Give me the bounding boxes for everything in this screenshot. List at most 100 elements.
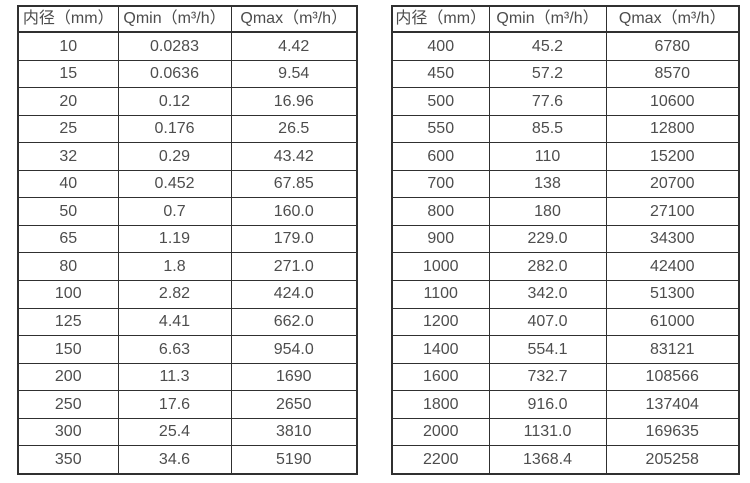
table-cell: 800	[391, 197, 490, 226]
table-cell: 61000	[605, 307, 740, 337]
table-cell: 300	[17, 417, 119, 447]
table-cell: 10	[17, 31, 119, 61]
table-cell: 732.7	[488, 362, 607, 392]
table-row: 1000 282.0 42400	[391, 252, 740, 282]
column-header: Qmin（m³/h）	[117, 5, 232, 33]
table-cell: 0.176	[117, 114, 232, 144]
table-cell: 108566	[605, 362, 740, 392]
table-cell: 25.4	[117, 417, 232, 447]
table-row: 15 0.0636 9.54	[17, 59, 358, 89]
table-cell: 0.0283	[117, 31, 232, 61]
table-cell: 110	[488, 142, 607, 171]
table-cell: 662.0	[230, 307, 358, 337]
table-cell: 65	[17, 224, 119, 254]
table-cell: 3810	[230, 417, 358, 447]
table-cell: 80	[17, 252, 119, 282]
table-cell: 160.0	[230, 197, 358, 226]
column-header: 内径（mm）	[391, 5, 490, 33]
table-cell: 34300	[605, 224, 740, 254]
flow-spec-table-small-diameters: 内径（mm） Qmin（m³/h） Qmax（m³/h） 10 0.0283 4.42 1…	[17, 5, 358, 475]
table-cell: 342.0	[488, 280, 607, 309]
table-cell: 229.0	[488, 224, 607, 254]
table-cell: 0.12	[117, 87, 232, 116]
table-cell: 20	[17, 87, 119, 116]
table-cell: 1.19	[117, 224, 232, 254]
table-row: 1600 732.7 108566	[391, 362, 740, 392]
table-header-row: 内径（mm） Qmin（m³/h） Qmax（m³/h）	[391, 5, 740, 33]
table-cell: 0.29	[117, 142, 232, 171]
table-cell: 25	[17, 114, 119, 144]
table-row: 100 2.82 424.0	[17, 280, 358, 309]
table-row: 2000 1131.0 169635	[391, 417, 740, 447]
table-cell: 16.96	[230, 87, 358, 116]
table-cell: 250	[17, 390, 119, 419]
table-row: 900 229.0 34300	[391, 224, 740, 254]
table-cell: 15200	[605, 142, 740, 171]
column-header: 内径（mm）	[17, 5, 119, 33]
table-row: 1100 342.0 51300	[391, 280, 740, 309]
table-cell: 700	[391, 169, 490, 199]
table-row: 250 17.6 2650	[17, 390, 358, 419]
table-row: 400 45.2 6780	[391, 31, 740, 61]
flow-spec-table-large-diameters: 内径（mm） Qmin（m³/h） Qmax（m³/h） 400 45.2 6780 45…	[391, 5, 740, 475]
table-cell: 83121	[605, 335, 740, 364]
table-cell: 17.6	[117, 390, 232, 419]
table-cell: 43.42	[230, 142, 358, 171]
table-row: 2200 1368.4 205258	[391, 445, 740, 475]
table-cell: 0.0636	[117, 59, 232, 89]
column-header: Qmax（m³/h）	[605, 5, 740, 33]
table-cell: 200	[17, 362, 119, 392]
table-cell: 4.41	[117, 307, 232, 337]
table-row: 700 138 20700	[391, 169, 740, 199]
table-cell: 138	[488, 169, 607, 199]
table-cell: 550	[391, 114, 490, 144]
column-header: Qmin（m³/h）	[488, 5, 607, 33]
table-cell: 10600	[605, 87, 740, 116]
table-cell: 42400	[605, 252, 740, 282]
table-cell: 2000	[391, 417, 490, 447]
table-cell: 900	[391, 224, 490, 254]
table-row: 1200 407.0 61000	[391, 307, 740, 337]
table-cell: 5190	[230, 445, 358, 475]
table-cell: 40	[17, 169, 119, 199]
table-cell: 100	[17, 280, 119, 309]
table-row: 500 77.6 10600	[391, 87, 740, 116]
table-row: 50 0.7 160.0	[17, 197, 358, 226]
table-cell: 51300	[605, 280, 740, 309]
table-header-row: 内径（mm） Qmin（m³/h） Qmax（m³/h）	[17, 5, 358, 33]
table-cell: 1600	[391, 362, 490, 392]
table-cell: 954.0	[230, 335, 358, 364]
table-row: 1800 916.0 137404	[391, 390, 740, 419]
table-row: 150 6.63 954.0	[17, 335, 358, 364]
table-cell: 77.6	[488, 87, 607, 116]
table-cell: 1100	[391, 280, 490, 309]
table-cell: 27100	[605, 197, 740, 226]
table-cell: 8570	[605, 59, 740, 89]
table-cell: 45.2	[488, 31, 607, 61]
table-row: 800 180 27100	[391, 197, 740, 226]
table-cell: 1368.4	[488, 445, 607, 475]
table-row: 32 0.29 43.42	[17, 142, 358, 171]
table-cell: 4.42	[230, 31, 358, 61]
table-row: 65 1.19 179.0	[17, 224, 358, 254]
table-row: 10 0.0283 4.42	[17, 31, 358, 61]
table-cell: 1400	[391, 335, 490, 364]
table-row: 350 34.6 5190	[17, 445, 358, 475]
table-cell: 600	[391, 142, 490, 171]
table-row: 125 4.41 662.0	[17, 307, 358, 337]
table-row: 450 57.2 8570	[391, 59, 740, 89]
table-cell: 0.452	[117, 169, 232, 199]
table-cell: 150	[17, 335, 119, 364]
table-cell: 15	[17, 59, 119, 89]
table-cell: 9.54	[230, 59, 358, 89]
table-cell: 0.7	[117, 197, 232, 226]
table-row: 550 85.5 12800	[391, 114, 740, 144]
table-cell: 271.0	[230, 252, 358, 282]
table-cell: 424.0	[230, 280, 358, 309]
table-cell: 1131.0	[488, 417, 607, 447]
table-cell: 179.0	[230, 224, 358, 254]
table-cell: 26.5	[230, 114, 358, 144]
table-cell: 350	[17, 445, 119, 475]
column-header: Qmax（m³/h）	[230, 5, 358, 33]
table-cell: 67.85	[230, 169, 358, 199]
